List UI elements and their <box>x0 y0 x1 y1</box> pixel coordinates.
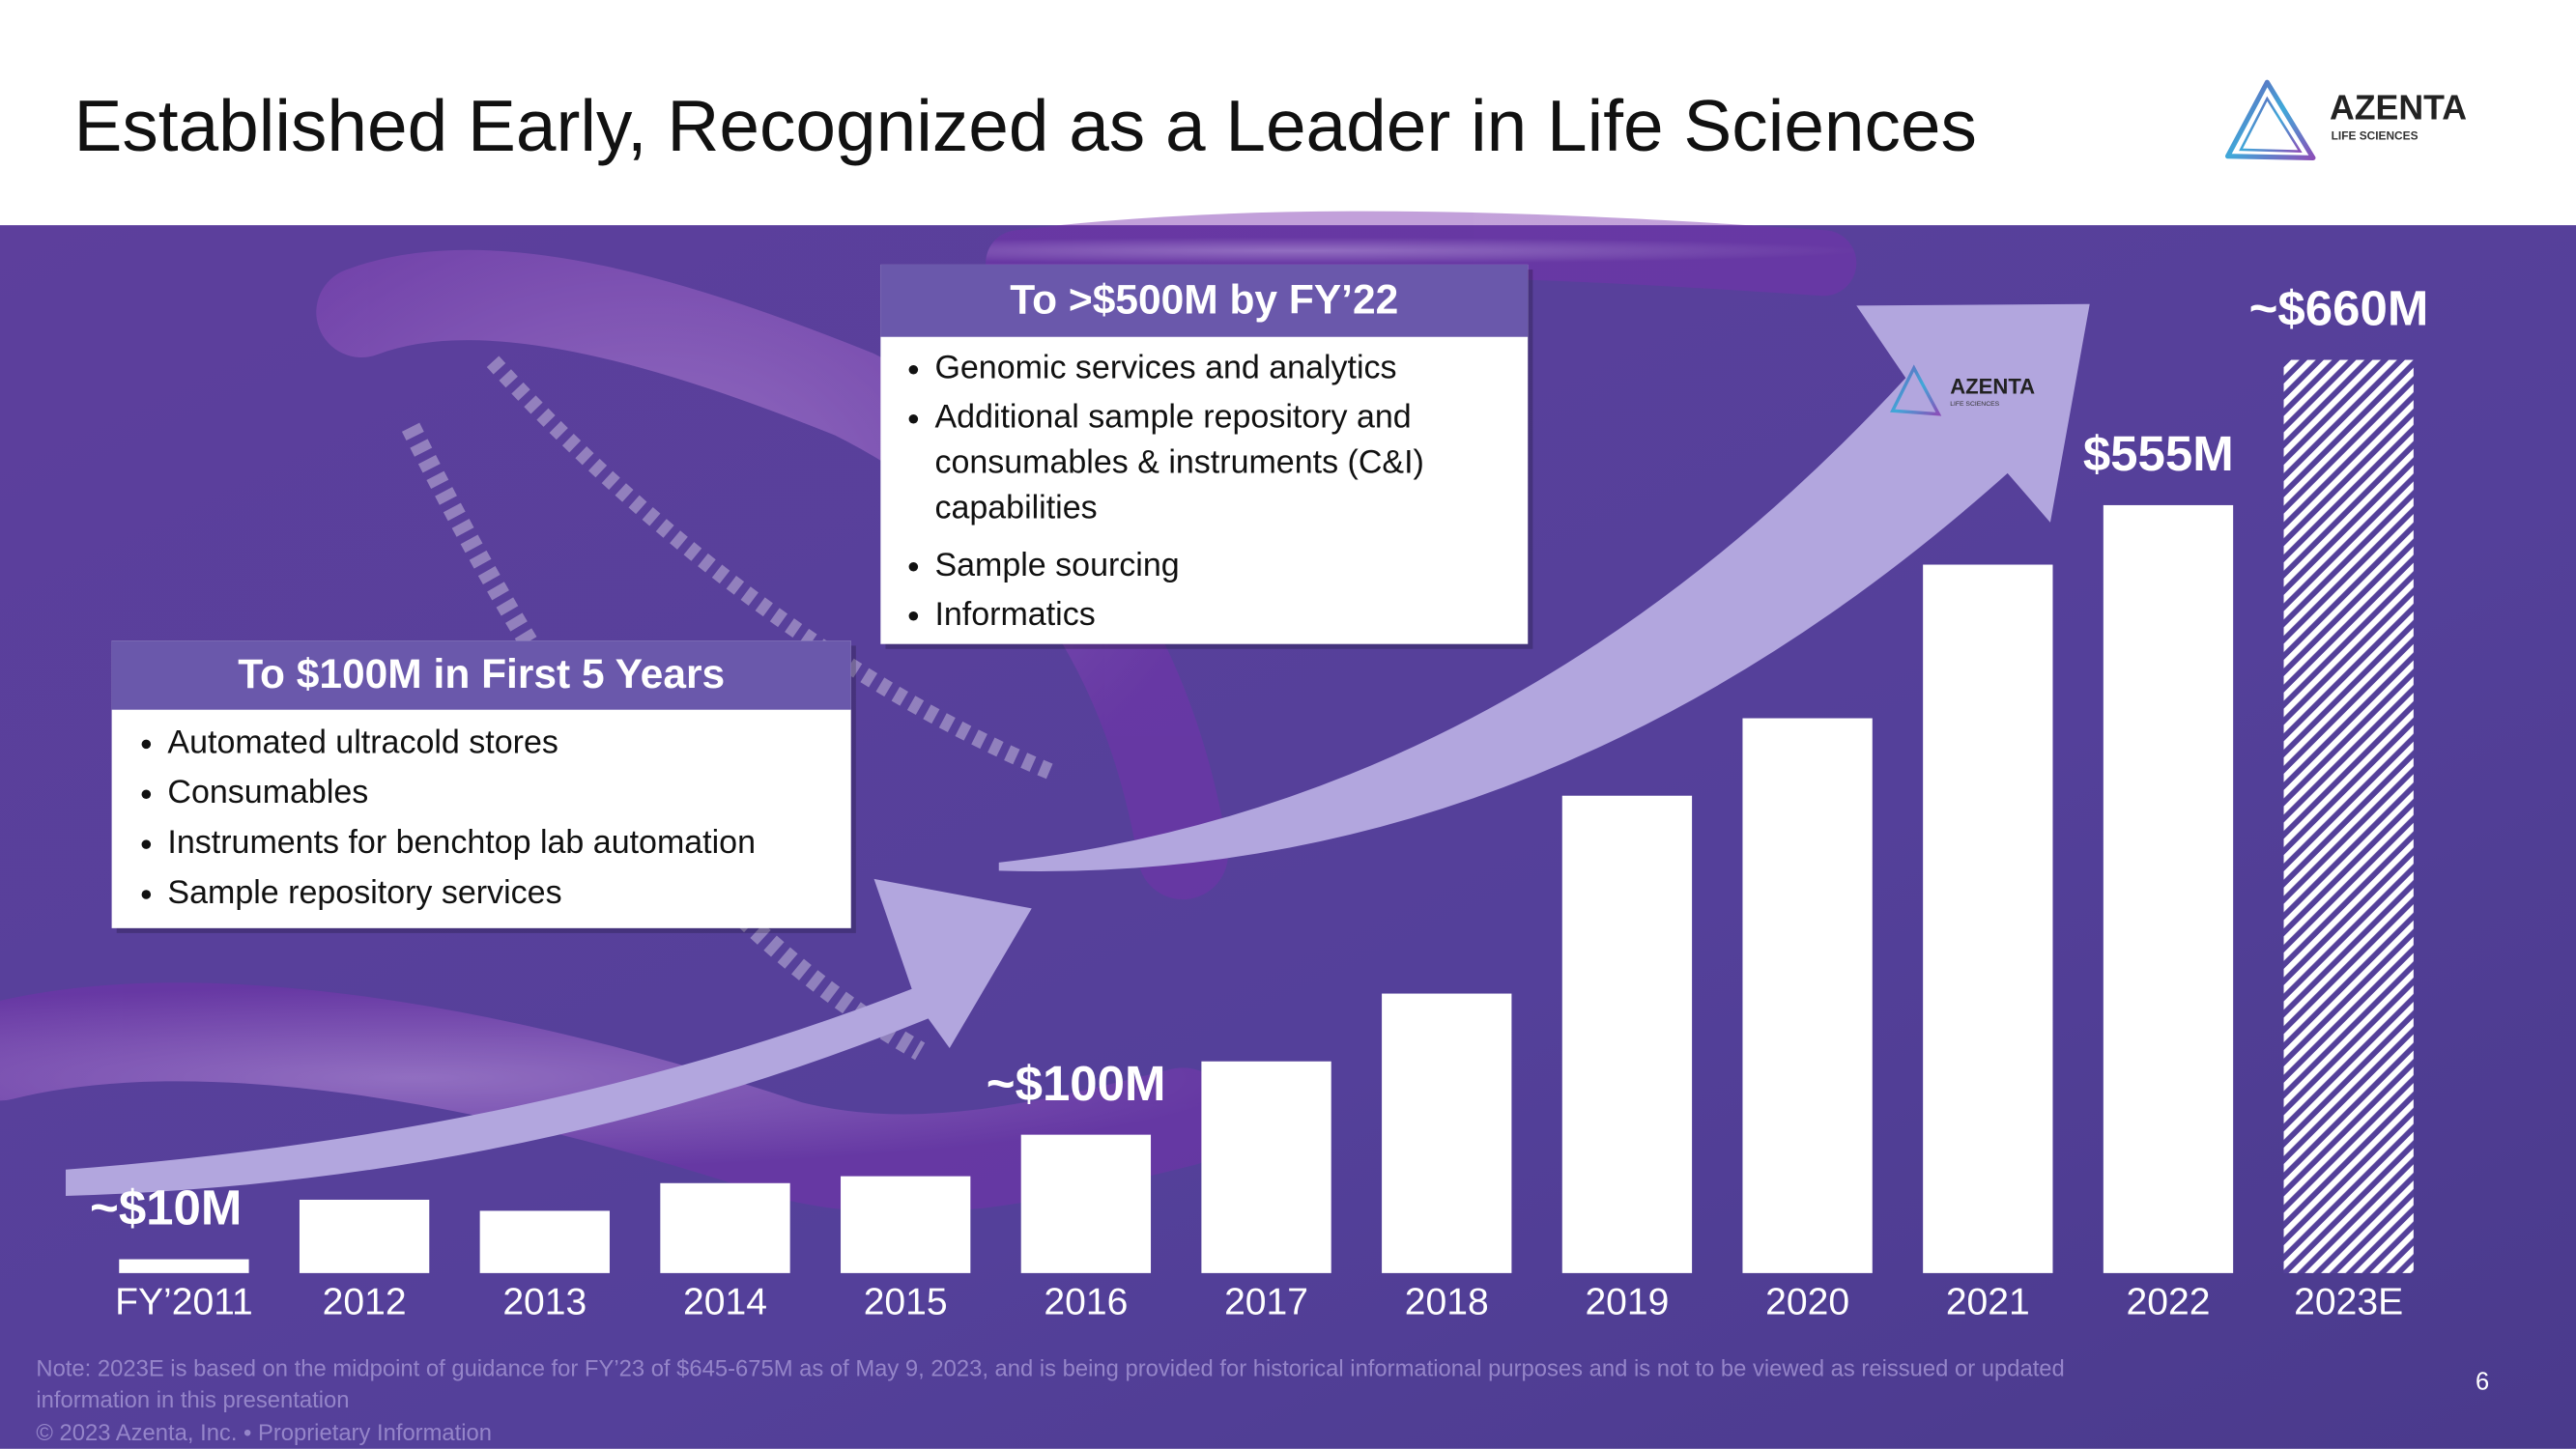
page-number: 6 <box>2476 1369 2489 1396</box>
bar <box>299 1199 430 1273</box>
slide-title: Established Early, Recognized as a Leade… <box>74 85 1977 166</box>
x-tick-label: 2020 <box>1765 1282 1849 1323</box>
bullet <box>141 789 152 800</box>
x-tick-label: 2022 <box>2127 1282 2211 1323</box>
callout-header <box>880 264 1529 337</box>
chart: FY’2011 ~$10M 2012 2013 2014 2015 2016 ~$100M 20… <box>90 281 2428 1323</box>
x-tick-label: 2016 <box>1044 1282 1128 1323</box>
x-tick-label: FY’2011 <box>115 1282 253 1323</box>
x-tick-label: 2017 <box>1224 1282 1308 1323</box>
bullet <box>908 562 919 572</box>
header-band <box>0 0 2576 226</box>
bar <box>841 1176 971 1273</box>
x-tick-label: 2023E <box>2294 1282 2403 1323</box>
callout-item: Sample repository services <box>167 874 561 911</box>
bullet <box>141 739 152 750</box>
bar <box>1742 718 1873 1273</box>
logo: AZENTA LIFE SCIENCES <box>2224 79 2467 160</box>
callouts: To $100M in First 5 Years Automated ultra… <box>111 264 1533 933</box>
bar <box>1923 564 2053 1273</box>
footnote: Note: 2023E is based on the midpoint of … <box>36 1355 2064 1381</box>
x-tick-label: 2014 <box>683 1282 767 1323</box>
logo-name: AZENTA <box>1950 374 2035 398</box>
callout-item: Genomic services and analytics <box>934 350 1396 386</box>
callout-item: Automated ultracold stores <box>167 724 558 760</box>
logo-tagline: LIFE SCIENCES <box>1950 401 1999 408</box>
bullet <box>141 890 152 899</box>
bar <box>660 1182 790 1273</box>
callout: To >$500M by FY’22 Genomic services and a… <box>880 264 1533 649</box>
x-tick-label: 2015 <box>864 1282 948 1323</box>
x-tick-label: 2019 <box>1585 1282 1669 1323</box>
logo-tagline: LIFE SCIENCES <box>2332 128 2419 142</box>
callout-item: Consumables <box>167 774 368 810</box>
x-tick-label: 2013 <box>502 1282 587 1323</box>
callout: To $100M in First 5 Years Automated ultra… <box>111 640 856 933</box>
copyright: © 2023 Azenta, Inc. • Proprietary Inform… <box>36 1420 492 1446</box>
callout-item: consumables & instruments (C&I) <box>934 443 1423 480</box>
value-label: ~$10M <box>90 1180 242 1236</box>
callout-item: capabilities <box>934 489 1097 526</box>
callout-item: Sample sourcing <box>934 547 1179 583</box>
bar <box>1561 795 1693 1273</box>
bar <box>1201 1061 1331 1273</box>
callout-heading: To >$500M by FY’22 <box>1010 277 1398 323</box>
footnote: information in this presentation <box>36 1387 349 1413</box>
bar <box>2103 504 2234 1273</box>
callout-header <box>111 640 851 710</box>
bullet <box>908 611 919 621</box>
arrow-logo: AZENTA LIFE SCIENCES <box>1890 364 2035 416</box>
value-label: ~$660M <box>2249 281 2429 336</box>
callout-heading: To $100M in First 5 Years <box>238 652 725 697</box>
callout-item: Informatics <box>934 596 1095 633</box>
growth-arrow <box>998 303 2090 871</box>
bullet <box>908 364 919 375</box>
callout-item: Instruments for benchtop lab automation <box>167 824 756 861</box>
logo-name: AZENTA <box>2330 89 2467 128</box>
x-tick-label: 2018 <box>1405 1282 1489 1323</box>
x-tick-label: 2012 <box>323 1282 407 1323</box>
bar <box>1382 993 1512 1273</box>
value-label: ~$100M <box>987 1056 1166 1111</box>
x-tick-label: 2021 <box>1946 1282 2030 1323</box>
growth-arrow <box>66 878 1032 1196</box>
callout-item: Additional sample repository and <box>934 399 1411 436</box>
bar <box>1020 1134 1152 1273</box>
bar <box>479 1210 610 1273</box>
bar <box>119 1259 249 1273</box>
value-label: $555M <box>2083 426 2234 481</box>
bullet <box>141 839 152 849</box>
bullet <box>908 413 919 424</box>
bar <box>2283 359 2414 1273</box>
